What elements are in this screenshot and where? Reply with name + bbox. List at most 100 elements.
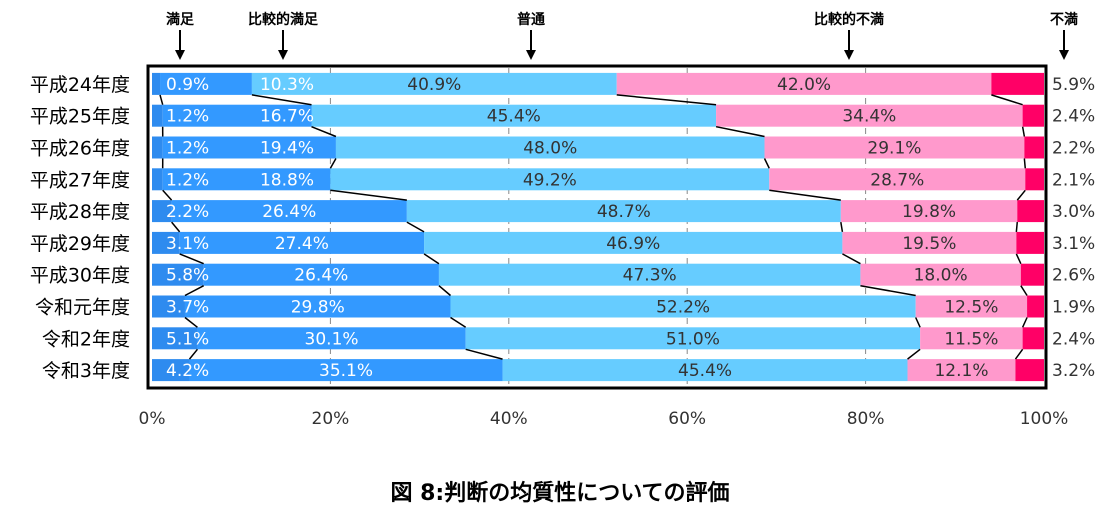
bar-segment (991, 72, 1044, 95)
bar-segment (197, 327, 466, 350)
series-connector-line (184, 316, 198, 328)
bar-segment (152, 231, 180, 254)
x-tick-label: 20% (312, 409, 350, 429)
bar-segment (438, 263, 861, 286)
bar-segment (716, 104, 1023, 127)
bar-segment (1027, 295, 1044, 318)
value-label: 12.5% (944, 298, 998, 318)
bar-segment (860, 263, 1021, 286)
value-label: 16.7% (260, 107, 314, 127)
bar-segment (915, 295, 1028, 318)
x-tick-label: 100% (1020, 409, 1069, 429)
series-connector-line (1021, 317, 1028, 328)
value-label: 26.4% (294, 266, 348, 286)
bar-segment (330, 168, 770, 191)
bar-segment (616, 72, 992, 95)
chart-title: 図 8:判断の均質性についての評価 (390, 480, 729, 506)
bar-segment (162, 104, 312, 127)
bar-segment (152, 136, 163, 159)
series-connector-line (914, 317, 921, 328)
value-label: 19.8% (902, 202, 956, 222)
bar-segment (152, 295, 185, 318)
value-label: 2.6% (1052, 266, 1095, 286)
value-label: 29.8% (291, 298, 345, 318)
value-label: 1.2% (166, 170, 209, 190)
series-connector-line (1016, 189, 1026, 201)
value-label: 3.2% (1052, 361, 1095, 381)
legend-arrow-head (278, 50, 288, 60)
labels-layer: 平成24年度 0.9% 10.3% 40.9% 42.0% 5.9% 平成25年度 1.2% 1… (30, 74, 1095, 382)
series-connector-line (907, 348, 921, 360)
category-label: 平成30年度 (30, 265, 130, 287)
value-label: 42.0% (777, 75, 831, 95)
category-label: 令和3年度 (42, 360, 130, 382)
series-connector-line (715, 125, 765, 138)
value-label: 2.1% (1052, 170, 1095, 190)
legend-arrow-head (844, 50, 854, 60)
value-label: 51.0% (666, 329, 720, 349)
bar-segment (1024, 136, 1044, 159)
bar-segment (1020, 263, 1044, 286)
bar-segment (1022, 327, 1044, 350)
legend-arrow-head (175, 50, 185, 60)
value-label: 30.1% (305, 329, 359, 349)
series-connector-line (1023, 158, 1027, 169)
plot-frame (146, 64, 1048, 390)
legend-label: 比較的不満 (814, 11, 884, 28)
series-connector-line (184, 285, 205, 297)
series-connector-line (991, 94, 1023, 106)
bars-layer (152, 72, 1044, 382)
bar-segment (335, 136, 765, 159)
value-label: 29.1% (867, 139, 921, 159)
series-connector-line (406, 221, 425, 233)
series-connector-line (159, 94, 164, 105)
bar-segment (152, 168, 163, 191)
bar-segment (251, 72, 617, 95)
bar-segment (1015, 359, 1044, 382)
legend-label: 比較的満足 (248, 11, 319, 28)
legend-layer: 満足 比較的満足 普通 比較的不満 不満 (166, 11, 1078, 60)
bar-segment (162, 136, 336, 159)
legend-arrow-head (1059, 50, 1069, 60)
bar-segment (1016, 231, 1044, 254)
series-connector-line (179, 253, 204, 265)
category-label: 平成28年度 (30, 201, 130, 223)
bar-segment (764, 136, 1025, 159)
legend-label: 満足 (166, 11, 195, 28)
bar-segment (1017, 200, 1044, 223)
bar-segment (152, 72, 161, 95)
value-label: 45.4% (678, 361, 732, 381)
bar-segment (152, 104, 163, 127)
bar-segment (184, 295, 451, 318)
series-connector-line (769, 189, 841, 201)
series-connector-line (329, 158, 337, 169)
series-connector-line (616, 94, 717, 106)
series-connector-line (450, 316, 467, 328)
bar-segment (179, 231, 425, 254)
bar-segment (450, 295, 916, 318)
value-label: 5.9% (1052, 75, 1095, 95)
category-label: 平成25年度 (30, 106, 130, 128)
value-label: 2.4% (1052, 329, 1095, 349)
category-label: 令和2年度 (42, 328, 130, 350)
value-label: 5.8% (166, 266, 209, 286)
value-label: 3.0% (1052, 202, 1095, 222)
value-label: 52.2% (656, 298, 710, 318)
x-tick-label: 80% (847, 409, 885, 429)
bar-segment (311, 104, 717, 127)
series-connector-line (171, 221, 181, 233)
series-connector-line (465, 348, 503, 360)
value-label: 3.1% (1052, 234, 1095, 254)
value-label: 47.3% (623, 266, 677, 286)
bar-segment (907, 359, 1016, 382)
bar-segment (152, 200, 172, 223)
series-connector-line (1015, 222, 1019, 232)
category-label: 平成29年度 (30, 233, 130, 255)
value-label: 10.3% (260, 75, 314, 95)
value-label: 18.0% (914, 266, 968, 286)
bar-segment (189, 359, 503, 382)
bar-segment (162, 168, 331, 191)
bar-segment (203, 263, 439, 286)
value-label: 19.4% (260, 139, 314, 159)
